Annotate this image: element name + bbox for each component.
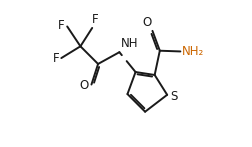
Text: S: S bbox=[170, 90, 177, 103]
Text: F: F bbox=[58, 19, 65, 32]
Text: O: O bbox=[143, 16, 152, 29]
Text: NH₂: NH₂ bbox=[182, 45, 204, 58]
Text: NH: NH bbox=[121, 37, 139, 50]
Text: F: F bbox=[92, 13, 99, 26]
Text: F: F bbox=[53, 52, 59, 65]
Text: O: O bbox=[79, 80, 88, 92]
